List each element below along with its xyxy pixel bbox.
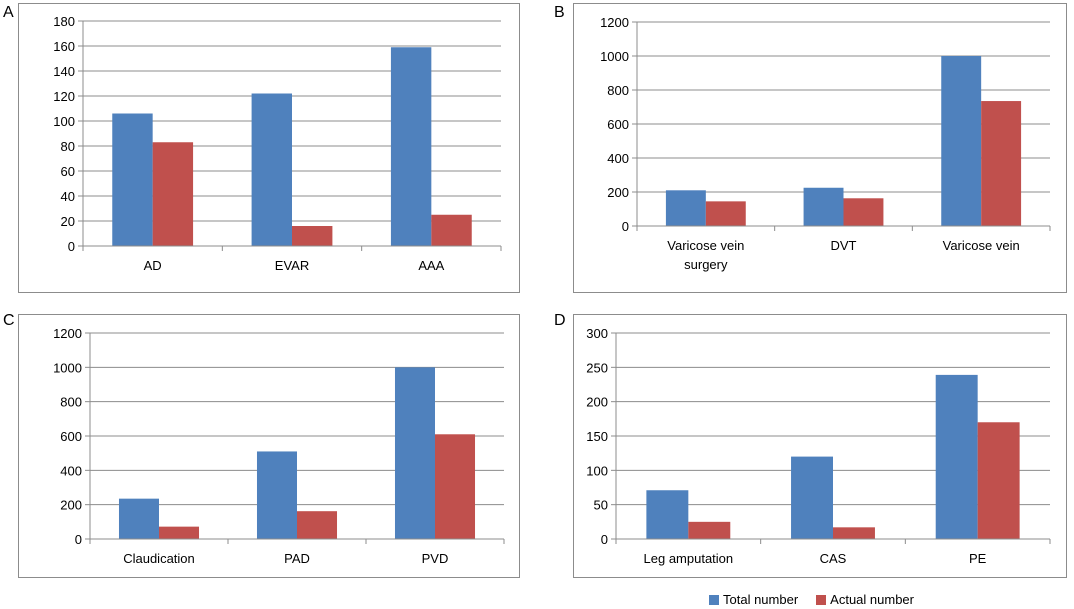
y-tick-label: 200	[586, 395, 608, 410]
x-category-label: DVT	[831, 238, 857, 253]
x-category-label: AAA	[418, 258, 444, 273]
y-tick-label: 80	[61, 139, 75, 154]
bar-actual	[705, 201, 746, 226]
y-tick-label: 800	[607, 83, 629, 98]
x-category-label: CAS	[820, 551, 847, 566]
y-tick-label: 200	[60, 498, 82, 513]
legend-swatch-total	[709, 594, 719, 605]
y-tick-label: 100	[53, 114, 75, 129]
bar-actual	[981, 101, 1022, 226]
bar-total	[256, 451, 297, 539]
x-category-label: AD	[144, 258, 162, 273]
x-category-label: surgery	[684, 257, 728, 272]
y-tick-label: 1000	[53, 360, 82, 375]
bar-total	[118, 498, 159, 539]
bar-actual	[152, 142, 194, 246]
y-tick-label: 300	[586, 326, 608, 341]
y-tick-label: 180	[53, 14, 75, 29]
y-tick-label: 800	[60, 395, 82, 410]
y-tick-label: 600	[60, 429, 82, 444]
y-tick-label: 0	[601, 532, 608, 547]
x-category-label: Varicose vein	[943, 238, 1020, 253]
bar-actual	[688, 521, 731, 539]
y-tick-label: 140	[53, 64, 75, 79]
chart-c: 0 200 400 600 800 1000 1200 Claudication PAD PVD	[18, 314, 520, 578]
bar-total	[665, 190, 706, 226]
y-tick-label: 20	[61, 214, 75, 229]
y-tick-label: 60	[61, 164, 75, 179]
chart-d: 0 50 100 150 200 250 300 Leg amputation CAS PE	[573, 314, 1067, 578]
legend: Total number Actual number	[709, 592, 932, 607]
x-category-label: EVAR	[275, 258, 309, 273]
legend-swatch-actual	[816, 594, 827, 605]
bar-total	[803, 187, 844, 226]
bar-total	[394, 367, 435, 539]
bar-total	[646, 490, 689, 539]
panel-letter-d: D	[554, 312, 566, 329]
chart-b: 0 200 400 600 800 1000 1200 Varicose vein surger…	[573, 3, 1067, 293]
y-tick-label: 1000	[600, 49, 629, 64]
bar-actual	[833, 527, 875, 539]
panel-letter-a: A	[3, 4, 14, 21]
legend-item-total: Total number	[709, 592, 798, 607]
panel-letter-b: B	[554, 4, 565, 21]
y-tick-label: 150	[586, 429, 608, 444]
bar-total	[791, 456, 833, 539]
y-tick-label: 120	[53, 89, 75, 104]
x-category-label: Varicose vein	[667, 238, 744, 253]
x-category-label: PAD	[284, 551, 310, 566]
panel-letter-c: C	[3, 312, 15, 329]
y-tick-label: 40	[61, 189, 75, 204]
legend-label-actual: Actual number	[830, 592, 914, 607]
bar-total	[390, 47, 432, 246]
legend-item-actual: Actual number	[816, 592, 914, 607]
bar-actual	[843, 198, 884, 226]
y-tick-label: 200	[607, 185, 629, 200]
y-tick-label: 100	[586, 463, 608, 478]
bar-total	[251, 93, 292, 246]
bar-actual	[292, 226, 333, 246]
bar-actual	[977, 422, 1020, 539]
y-tick-label: 400	[60, 463, 82, 478]
bar-total	[112, 113, 153, 246]
y-tick-label: 0	[75, 532, 82, 547]
y-tick-label: 1200	[53, 326, 82, 341]
bar-actual	[435, 434, 476, 539]
y-tick-label: 0	[68, 239, 75, 254]
bar-actual	[431, 214, 472, 246]
y-tick-label: 160	[53, 39, 75, 54]
y-tick-label: 400	[607, 151, 629, 166]
y-tick-label: 1200	[600, 15, 629, 30]
x-category-label: PE	[969, 551, 987, 566]
bar-total	[935, 374, 978, 539]
bar-actual	[159, 526, 200, 539]
chart-a: 0 20 40 60 80 100 120 140 160 180 AD EVAR AAA	[18, 3, 520, 293]
y-tick-label: 600	[607, 117, 629, 132]
y-tick-label: 250	[586, 360, 608, 375]
bar-actual	[297, 511, 338, 539]
x-category-label: Claudication	[123, 551, 195, 566]
legend-label-total: Total number	[723, 592, 799, 607]
x-category-label: PVD	[422, 551, 449, 566]
y-tick-label: 0	[622, 219, 629, 234]
y-tick-label: 50	[594, 498, 608, 513]
bar-total	[941, 56, 982, 226]
x-category-label: Leg amputation	[644, 551, 734, 566]
